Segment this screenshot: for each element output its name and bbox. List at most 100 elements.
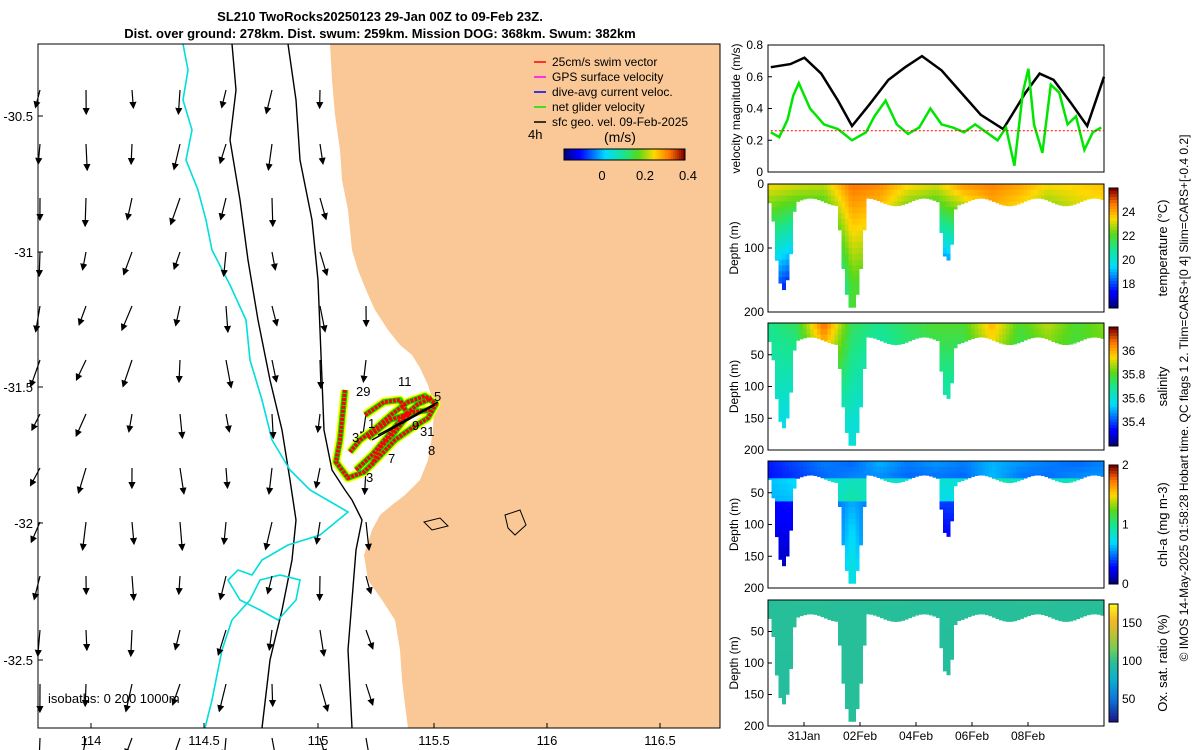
- section-cell: [775, 461, 779, 468]
- colorbar-cell: [614, 149, 617, 160]
- section-cell: [855, 489, 860, 497]
- section-cell: [855, 184, 860, 191]
- section-cell: [841, 495, 846, 502]
- section-cell: [943, 184, 947, 191]
- time-xtick-label: 04Feb: [899, 729, 933, 743]
- section-cell: [848, 403, 853, 411]
- section-cell: [845, 495, 849, 502]
- section-cell: [782, 415, 786, 422]
- geo-velocity-arrow: [313, 467, 321, 489]
- section-cell: [1086, 184, 1091, 191]
- section-cell: [845, 386, 849, 393]
- section-cell: [946, 236, 951, 243]
- section-colorbar-tick: 35.4: [1122, 415, 1146, 429]
- section-cell: [778, 512, 783, 520]
- section-cell: [838, 189, 842, 197]
- section-cell: [1093, 328, 1098, 336]
- section-cell: [943, 201, 947, 208]
- section-colorbar-cell: [1109, 425, 1118, 429]
- section-colorbar-cell: [1109, 639, 1118, 643]
- section-cell: [995, 461, 1000, 468]
- geo-velocity-arrow: [127, 629, 135, 658]
- section-cell: [1097, 600, 1101, 607]
- section-cell: [852, 685, 856, 693]
- section-cell: [950, 195, 954, 202]
- section-cell: [1100, 323, 1105, 330]
- section-cell: [831, 184, 835, 191]
- section-cell: [841, 403, 846, 408]
- section-cell: [775, 374, 779, 382]
- section-cell: [803, 189, 807, 197]
- section-cell: [778, 484, 783, 491]
- section-colorbar-cell: [1109, 224, 1118, 228]
- section-colorbar-cell: [1109, 677, 1118, 682]
- section-cell: [992, 184, 996, 191]
- section-cell: [1048, 189, 1052, 197]
- section-cell: [1051, 472, 1056, 479]
- section-cell: [789, 346, 793, 353]
- section-cell: [841, 645, 846, 653]
- section-cell: [939, 218, 944, 226]
- section-cell: [1065, 334, 1070, 341]
- section-cell: [782, 611, 786, 618]
- section-cell: [834, 195, 839, 202]
- section-cell: [1013, 189, 1017, 197]
- section-cell: [925, 461, 930, 468]
- section-cell: [1062, 189, 1066, 197]
- section-cell: [841, 363, 846, 370]
- section-cell: [1020, 189, 1024, 197]
- colorbar-cell: [678, 149, 682, 160]
- section-cell: [1083, 195, 1087, 201]
- section-cell: [985, 605, 989, 612]
- section-cell: [848, 720, 853, 722]
- section-cell: [792, 461, 797, 468]
- section-cell: [967, 328, 972, 336]
- section-cell: [768, 478, 772, 481]
- section-cell: [841, 242, 846, 249]
- track-day-label: 11: [398, 374, 412, 389]
- section-cell: [810, 611, 814, 615]
- section-colorbar-cell: [1109, 356, 1118, 361]
- section-cell: [1079, 466, 1084, 474]
- section-cell: [852, 605, 856, 612]
- section-cell: [999, 461, 1003, 468]
- section-cell: [845, 248, 849, 255]
- section-colorbar-cell: [1109, 680, 1118, 685]
- section-cell: [904, 340, 909, 343]
- section-cell: [831, 466, 835, 474]
- section-cell: [1002, 617, 1007, 622]
- section-cell: [852, 207, 856, 214]
- section-cell: [1100, 184, 1105, 191]
- section-cell: [838, 484, 842, 491]
- section-cell: [785, 386, 790, 393]
- section-cell: [789, 248, 793, 255]
- velocity-ytick-label: 0.2: [746, 133, 763, 147]
- section-ylabel: Depth (m): [727, 636, 741, 689]
- section-cell: [852, 236, 856, 243]
- section-cell: [845, 346, 849, 353]
- section-cell: [939, 201, 944, 208]
- section-cell: [1093, 600, 1098, 607]
- section-cell: [855, 622, 860, 630]
- section-cell: [782, 495, 786, 502]
- section-cell: [848, 253, 853, 261]
- colorbar-cell: [664, 149, 668, 160]
- section-cell: [859, 484, 863, 491]
- velocity-ytick-label: 0: [756, 165, 763, 179]
- section-cell: [859, 334, 863, 341]
- section-cell: [1013, 472, 1017, 479]
- section-cell: [1027, 461, 1031, 468]
- section-colorbar-tick: 50: [1122, 692, 1136, 706]
- section-cell: [869, 184, 874, 191]
- scale-label: 4h: [528, 127, 542, 142]
- velocity-ylabel: velocity magnitude (m/s): [729, 43, 743, 173]
- geo-velocity-arrow: [81, 197, 89, 228]
- section-cell: [845, 524, 849, 531]
- section-cell: [859, 224, 863, 232]
- section-cell: [1076, 334, 1080, 341]
- section-cell: [890, 340, 895, 345]
- colorbar-cell: [574, 149, 577, 160]
- section-cell: [876, 605, 881, 612]
- section-cell: [768, 184, 772, 191]
- section-colorbar-cell: [1109, 332, 1118, 337]
